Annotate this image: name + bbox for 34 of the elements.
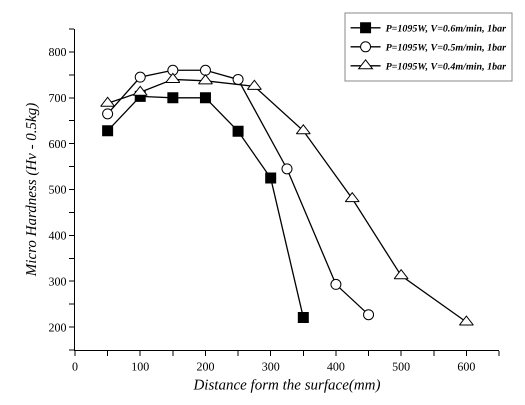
- y-tick-label: 400: [48, 228, 66, 243]
- point: [363, 309, 374, 320]
- legend-label: P=1095W, V=0.4m/min, 1bar: [386, 62, 506, 73]
- point: [198, 74, 213, 84]
- point: [167, 64, 178, 76]
- point: [232, 74, 244, 85]
- point: [102, 125, 114, 136]
- y-tick-label: 600: [48, 136, 66, 151]
- point: [232, 126, 244, 137]
- point: [200, 64, 211, 76]
- point: [298, 312, 309, 323]
- legend-label: P=1095W, V=0.6m/min, 1bar: [386, 24, 506, 35]
- point: [167, 92, 178, 104]
- x-tick-label: 100: [131, 360, 150, 374]
- point: [330, 278, 342, 290]
- y-tick-label: 200: [48, 320, 66, 334]
- x-tick-label: 500: [392, 360, 410, 374]
- x-tick-label: 400: [326, 360, 345, 374]
- x-tick-label: 300: [262, 360, 280, 374]
- x-tick-label: 600: [457, 360, 476, 374]
- point: [102, 108, 114, 120]
- y-tick-label: 500: [48, 182, 66, 197]
- y-tick-label: 800: [48, 45, 66, 60]
- x-tick-label: 0: [72, 360, 78, 374]
- point: [200, 92, 211, 104]
- y-tick-label: 300: [48, 274, 66, 288]
- y-tick-label: 700: [48, 90, 66, 105]
- legend-label: P=1095W, V=0.5m/min, 1bar: [386, 42, 506, 54]
- x-axis-title: Distance form the surface(mm): [192, 378, 381, 394]
- point: [265, 172, 276, 184]
- y-axis-title: Micro Hardness (Hv - 0.5kg): [24, 102, 40, 278]
- point: [282, 163, 292, 174]
- point: [134, 72, 146, 83]
- x-tick-label: 200: [196, 360, 214, 374]
